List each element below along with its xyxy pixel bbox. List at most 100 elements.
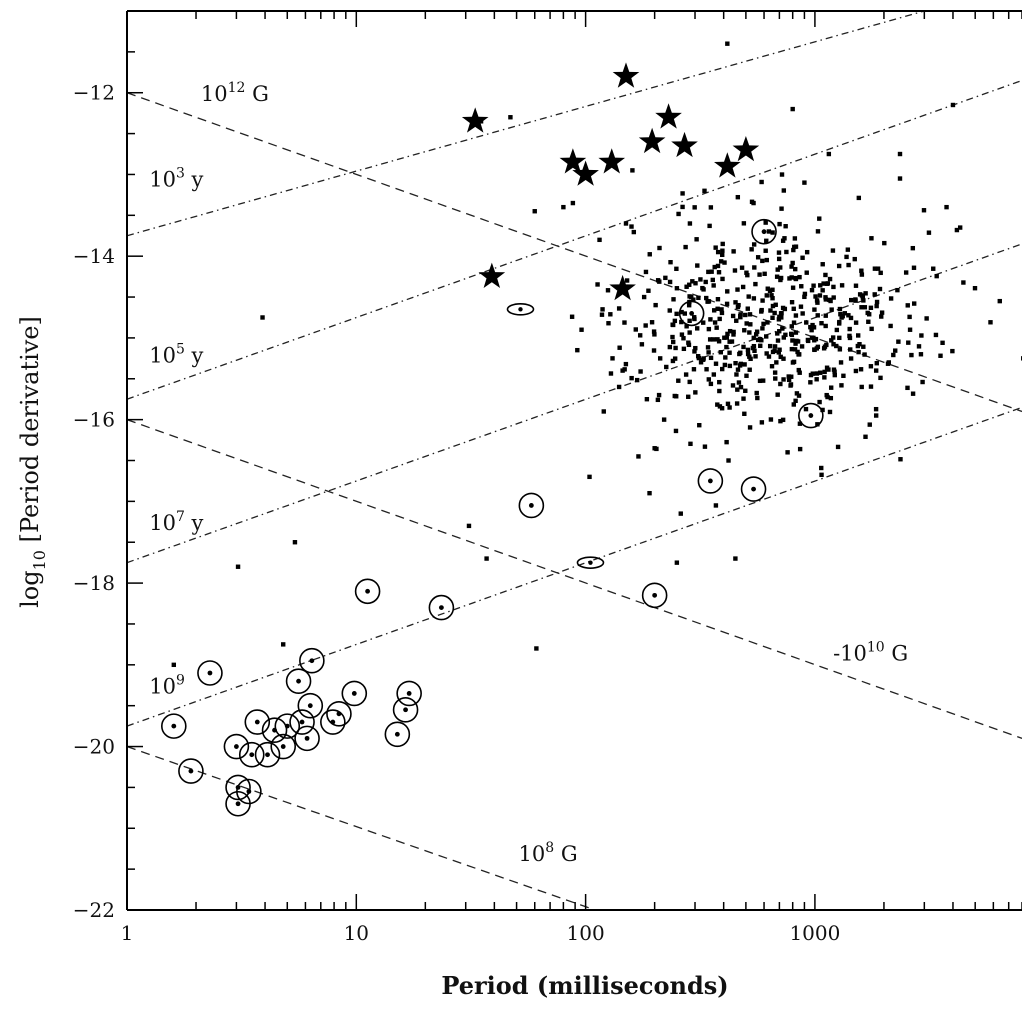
pulsar-point — [741, 344, 746, 350]
reference-lines — [127, 11, 1022, 910]
binary-circle — [161, 713, 187, 739]
pulsar-point — [796, 393, 802, 398]
pulsar-point — [760, 298, 765, 303]
pulsar-point — [831, 367, 837, 372]
pulsar-point — [727, 350, 732, 355]
pulsar-point — [664, 364, 669, 370]
pulsar-point — [532, 209, 537, 214]
pulsar-point — [780, 417, 786, 423]
pulsar-point — [753, 281, 758, 287]
line-annotation-6: 108 G — [519, 840, 578, 866]
pulsar-point — [916, 344, 922, 349]
pulsar-point — [735, 287, 740, 292]
pulsar-point — [879, 310, 885, 315]
pulsar-point — [601, 409, 606, 414]
binary-circle — [428, 594, 455, 621]
pulsar-point — [713, 361, 719, 366]
binary-center-dot — [403, 707, 408, 713]
pulsar-point — [893, 348, 898, 353]
pulsar-point — [760, 326, 765, 331]
pulsar-point — [691, 367, 697, 372]
snr-star — [732, 135, 760, 162]
pulsar-point — [706, 350, 711, 355]
pulsar-point — [674, 266, 679, 272]
pulsar-point — [944, 204, 949, 210]
pulsar-point — [674, 560, 680, 565]
pulsar-point — [866, 319, 871, 324]
pulsar-point — [853, 297, 858, 302]
pulsar-point — [829, 338, 834, 343]
binary-circle — [270, 733, 297, 760]
pulsar-point — [704, 367, 709, 372]
binary-circle — [223, 733, 250, 760]
pulsar-point — [695, 263, 700, 268]
pulsar-point — [872, 292, 877, 297]
pulsar-point — [785, 450, 790, 455]
pulsar-point — [858, 367, 864, 372]
pulsar-point — [820, 288, 825, 293]
pulsar-point — [763, 220, 768, 225]
pulsar-point — [765, 320, 770, 325]
pulsar-point — [646, 288, 651, 293]
pulsar-point — [606, 321, 611, 326]
pulsar-point — [738, 312, 743, 317]
pulsar-point — [624, 278, 630, 283]
pulsar-point — [778, 311, 784, 316]
pulsar-point — [846, 313, 851, 318]
pulsar-point — [743, 388, 748, 393]
binary-center-dot — [299, 719, 305, 725]
pulsar-point — [717, 316, 722, 322]
pulsar-point — [791, 402, 796, 407]
pulsar-point — [734, 372, 739, 377]
pulsar-point — [746, 294, 751, 299]
pulsar-point — [886, 360, 892, 365]
binary-center-dot — [751, 486, 756, 492]
pulsar-point — [673, 428, 679, 434]
pulsar-point — [879, 314, 884, 319]
pulsar-point — [777, 347, 782, 352]
pulsar-point — [823, 313, 828, 318]
pulsar-point — [727, 405, 732, 410]
pulsar-point — [605, 288, 611, 293]
pulsar-point — [686, 303, 692, 308]
pulsar-point — [777, 329, 782, 334]
binary-circle — [396, 680, 422, 707]
pulsar-point — [776, 350, 781, 355]
pulsar-point — [824, 342, 829, 348]
pulsar-point — [848, 347, 853, 352]
pulsar-point — [745, 351, 751, 357]
pulsar-point — [803, 406, 809, 412]
binary-circle — [289, 709, 315, 735]
pulsar-point — [687, 294, 692, 299]
pulsar-point — [853, 283, 859, 288]
pulsar-point — [751, 335, 756, 341]
pulsar-point — [707, 337, 713, 342]
pulsar-point — [787, 276, 792, 281]
pulsar-point — [713, 245, 718, 250]
pulsar-point — [789, 332, 795, 338]
annotation-base: 10 — [149, 343, 176, 367]
pulsar-point — [684, 324, 689, 329]
pulsar-point — [878, 270, 883, 276]
pulsar-point — [655, 397, 661, 403]
pulsar-point — [667, 344, 673, 350]
pulsar-point — [859, 305, 864, 310]
pulsar-point — [791, 306, 796, 311]
pulsar-point — [760, 258, 765, 264]
pulsar-point — [907, 327, 913, 332]
binary-center-dot — [304, 735, 310, 741]
pulsar-point — [855, 343, 861, 349]
pulsar-point — [829, 307, 834, 312]
pulsar-point — [878, 375, 883, 381]
pulsar-point — [696, 295, 701, 301]
binary-circle — [751, 218, 777, 245]
pulsar-point — [766, 354, 772, 359]
pulsar-point — [848, 315, 854, 321]
annotation-exponent: 5 — [176, 341, 185, 357]
annotation-exponent: 8 — [545, 840, 554, 856]
pulsar-point — [824, 281, 830, 286]
pulsar-point — [805, 337, 811, 343]
pulsar-point — [770, 295, 775, 301]
pulsar-point — [847, 335, 853, 341]
pulsar-point — [790, 285, 796, 290]
